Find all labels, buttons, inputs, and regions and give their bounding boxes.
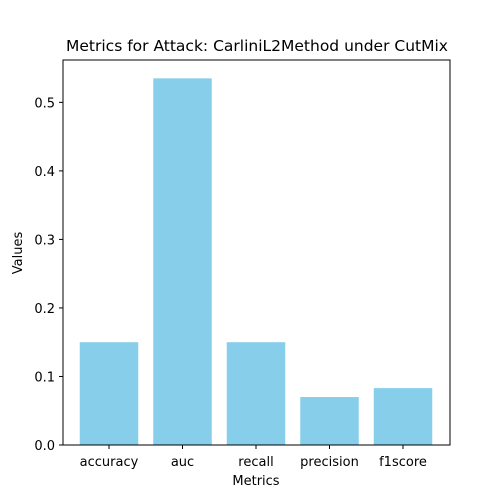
bar-f1score	[374, 388, 433, 445]
x-tick-label: accuracy	[80, 455, 139, 470]
chart-title: Metrics for Attack: CarliniL2Method unde…	[66, 37, 448, 55]
y-tick-label: 0.5	[34, 96, 55, 111]
y-tick-label: 0.4	[34, 165, 55, 180]
y-tick-label: 0.1	[34, 370, 55, 385]
bar-precision	[300, 397, 359, 445]
y-tick-label: 0.0	[34, 439, 55, 454]
x-tick-label: auc	[171, 455, 194, 470]
bar-auc	[153, 78, 212, 445]
y-axis-title: Values	[11, 232, 26, 275]
x-tick-label: recall	[238, 455, 273, 470]
y-tick-label: 0.3	[34, 233, 55, 248]
y-tick-label: 0.2	[34, 302, 55, 317]
x-axis-title: Metrics	[232, 474, 279, 489]
x-tick-label: f1score	[379, 455, 427, 470]
bar-accuracy	[80, 342, 139, 445]
bar-recall	[227, 342, 286, 445]
x-tick-label: precision	[300, 455, 359, 470]
